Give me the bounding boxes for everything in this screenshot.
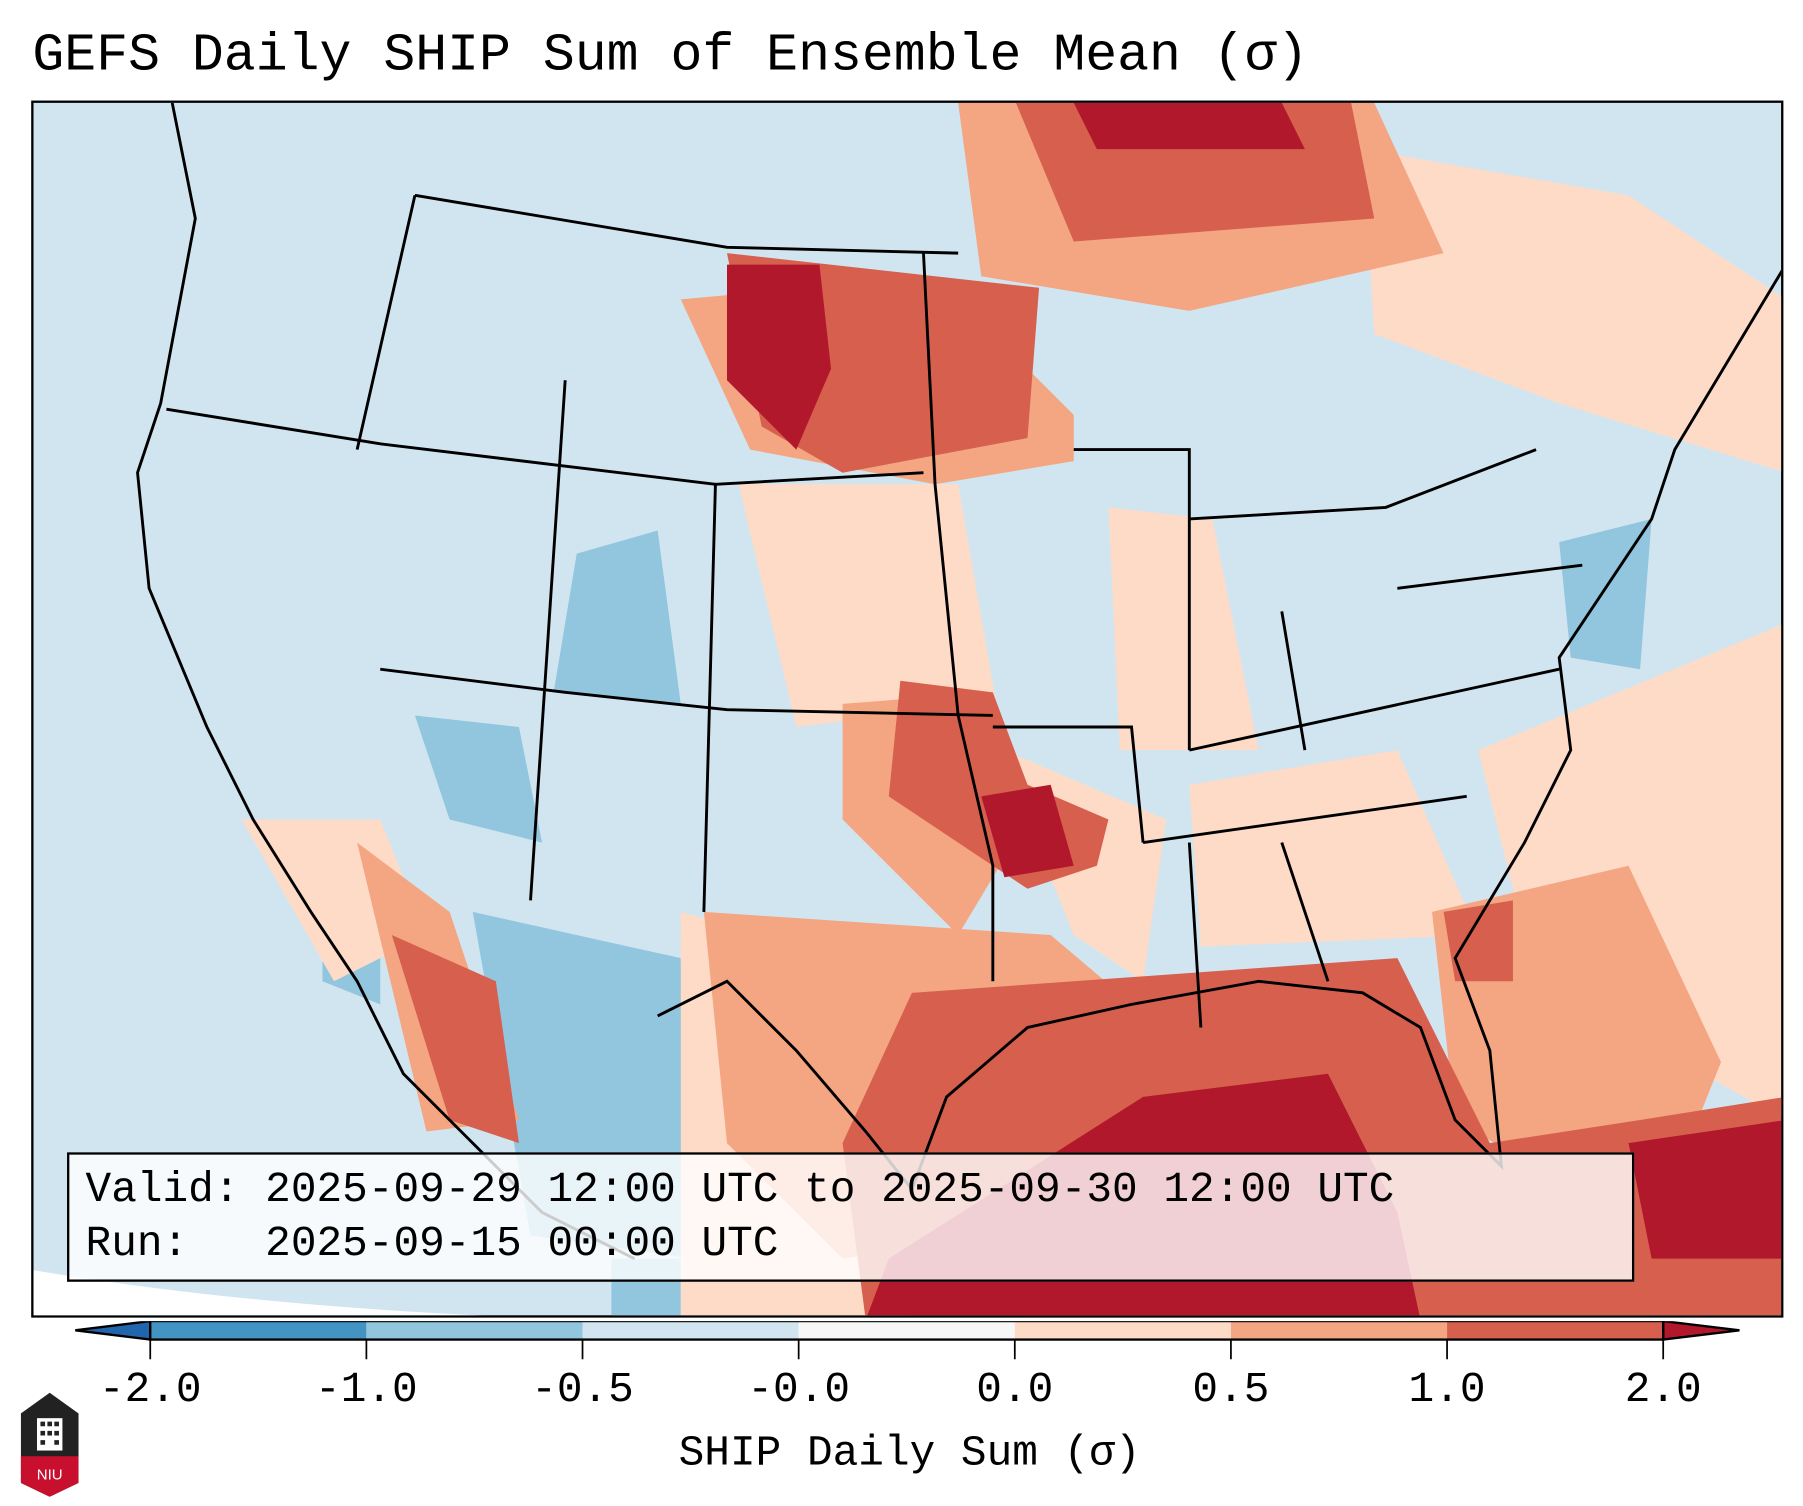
niu-logo-icon: NIU [20,1392,79,1497]
colorbar-tick-label: -0.0 [747,1366,850,1415]
west-coastline [136,102,636,1260]
colorbar-bin [1447,1321,1664,1340]
run-time-text: Run: 2025-09-15 00:00 UTC [85,1220,779,1270]
colorbar-bin [150,1321,367,1340]
map-panel [31,100,1784,1318]
colorbar-bin [366,1321,583,1340]
colorbar-bin [798,1321,1015,1340]
figure-title: GEFS Daily SHIP Sum of Ensemble Mean (σ) [32,25,1309,86]
colorbar-tick-label: -2.0 [98,1366,202,1415]
valid-run-info-box: Valid: 2025-09-29 12:00 UTC to 2025-09-3… [67,1152,1635,1282]
projection-edge [33,1270,479,1316]
svg-text:NIU: NIU [37,1466,63,1483]
colorbar-tick-label: 1.0 [1408,1366,1486,1415]
colorbar-tick-label: -0.5 [531,1366,634,1415]
colorbar-ticks [149,1339,1665,1360]
colorbar-label: SHIP Daily Sum (σ) [678,1429,1141,1479]
valid-time-text: Valid: 2025-09-29 12:00 UTC to 2025-09-3… [85,1166,1395,1215]
colorbar-tick-label: 0.0 [976,1366,1054,1415]
weak-positive-regions [241,149,1782,1316]
colorbar-tick-label: 2.0 [1624,1366,1702,1415]
colorbar-bin [582,1321,799,1340]
colorbar-tick-label: -1.0 [315,1366,418,1415]
colorbar-bin [1014,1321,1231,1340]
colorbar-tick-label: 0.5 [1192,1366,1270,1415]
colorbar-extend-low [75,1321,152,1341]
colorbar-extend-high [1662,1321,1740,1341]
ship-field-map [33,102,1782,1316]
colorbar-bin [1230,1321,1448,1340]
colorbar [75,1321,1740,1360]
